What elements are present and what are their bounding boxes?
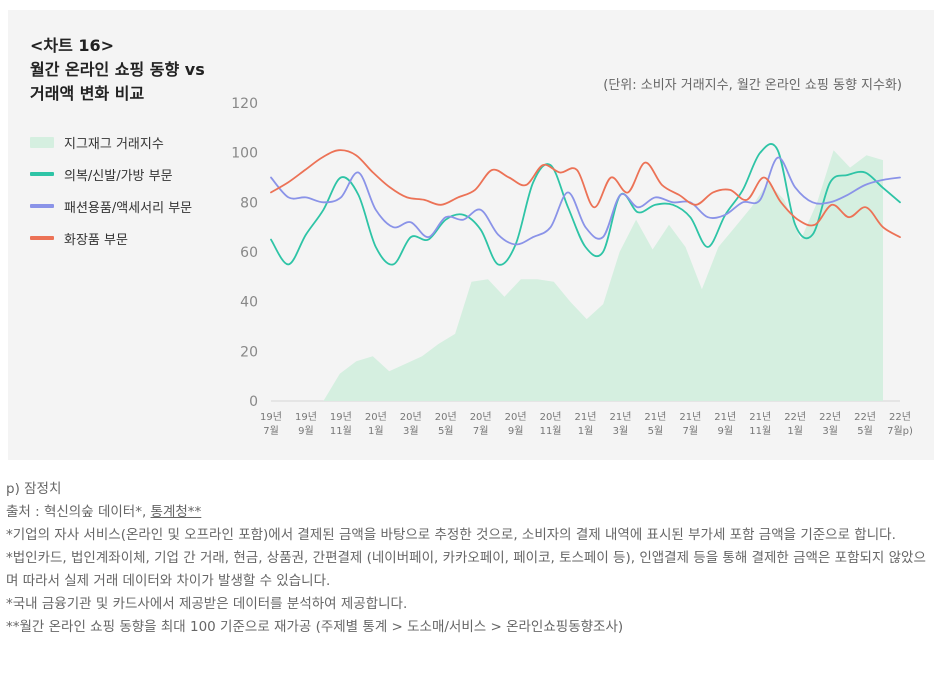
prelim-note: p) 잠정치 [6, 481, 62, 497]
x-tick-label: 22년 [889, 411, 911, 423]
x-tick-label: 7월 [683, 425, 699, 437]
title-line: <차트 16> [30, 36, 115, 55]
note-line: *법인카드, 법인계좌이체, 기업 간 거래, 현금, 상품권, 간편결제 (네… [6, 550, 926, 589]
x-tick-label: 20년 [400, 411, 422, 423]
y-tick-label: 80 [240, 195, 258, 211]
x-tick-label: 19년 [295, 411, 317, 423]
legend-label: 화장품 부문 [64, 232, 128, 248]
y-tick-label: 120 [231, 96, 258, 112]
source-link[interactable]: 통계청** [150, 504, 202, 520]
legend-label: 의복/신발/가방 부문 [64, 168, 173, 184]
x-tick-label: 3월 [403, 425, 419, 437]
x-tick-label: 20년 [540, 411, 562, 423]
x-tick-label: 9월 [298, 425, 314, 437]
footnotes: p) 잠정치 출처 : 혁신의숲 데이터*, 통계청** *기업의 자사 서비스… [6, 478, 936, 639]
note-line: *국내 금융기관 및 카드사에서 제공받은 데이터를 분석하여 제공합니다. [6, 596, 408, 612]
x-tick-label: 5월 [648, 425, 664, 437]
legend-label: 지그재그 거래지수 [64, 136, 164, 152]
line-chart: 0 20 40 60 80 100 120 19년 7월 19년 9월 19년 11월 20년 1월 20년 3… [231, 96, 913, 437]
x-tick-label: 20년 [365, 411, 387, 423]
x-tick-label: 1월 [578, 425, 594, 437]
series-line-clothing [270, 143, 901, 266]
chart-title: <차트 16> 월간 온라인 쇼핑 동향 vs 거래액 변화 비교 [30, 34, 205, 106]
x-tick-label: 21년 [644, 411, 666, 423]
x-tick-label: 9월 [717, 425, 733, 437]
legend-item-zigzag: 지그재그 거래지수 [30, 126, 192, 158]
legend-swatch-area [30, 136, 54, 148]
x-tick-label: 20년 [435, 411, 457, 423]
y-tick-label: 20 [240, 344, 258, 360]
source-line: 출처 : 혁신의숲 데이터*, 통계청** [6, 501, 936, 524]
title-line: 거래액 변화 비교 [30, 84, 145, 103]
x-tick-label: 11월 [749, 425, 771, 437]
x-tick-label: 22년 [854, 411, 876, 423]
series-line-accessories [270, 156, 901, 246]
x-tick-label: 7월p) [887, 425, 913, 437]
note-line: *기업의 자사 서비스(온라인 및 오프라인 포함)에서 결제된 금액을 바탕으… [6, 527, 896, 543]
y-tick-label: 0 [249, 394, 258, 410]
x-tick-label: 5월 [438, 425, 454, 437]
legend-item-cosmetics: 화장품 부문 [30, 222, 192, 254]
x-tick-label: 20년 [470, 411, 492, 423]
legend: 지그재그 거래지수 의복/신발/가방 부문 패션용품/액세서리 부문 화장품 부… [30, 126, 192, 254]
x-tick-label: 1월 [787, 425, 803, 437]
y-tick-label: 40 [240, 295, 258, 311]
series-line-cosmetics [270, 149, 901, 238]
legend-item-accessories: 패션용품/액세서리 부문 [30, 190, 192, 222]
x-tick-label: 21년 [609, 411, 631, 423]
source-prefix: 출처 : 혁신의숲 데이터*, [6, 504, 151, 520]
x-tick-label: 7월 [473, 425, 489, 437]
x-tick-label: 3월 [822, 425, 838, 437]
x-tick-label: 9월 [508, 425, 524, 437]
legend-item-clothing: 의복/신발/가방 부문 [30, 158, 192, 190]
legend-swatch-line [30, 236, 54, 240]
x-tick-label: 7월 [263, 425, 279, 437]
unit-note: (단위: 소비자 거래지수, 월간 온라인 쇼핑 동향 지수화) [603, 78, 902, 93]
series-area-zigzag [274, 150, 883, 401]
x-tick-label: 21년 [749, 411, 771, 423]
legend-swatch-line [30, 172, 54, 176]
x-tick-label: 19년 [330, 411, 352, 423]
x-tick-label: 1월 [368, 425, 384, 437]
y-tick-label: 60 [240, 245, 258, 261]
x-tick-label: 19년 [260, 411, 282, 423]
x-tick-label: 21년 [714, 411, 736, 423]
x-tick-label: 11월 [330, 425, 352, 437]
x-tick-label: 21년 [679, 411, 701, 423]
x-tick-label: 20년 [505, 411, 527, 423]
x-tick-label: 22년 [819, 411, 841, 423]
x-tick-label: 22년 [784, 411, 806, 423]
x-tick-label: 11월 [540, 425, 562, 437]
legend-swatch-line [30, 204, 54, 208]
legend-label: 패션용품/액세서리 부문 [64, 200, 193, 216]
x-tick-label: 21년 [575, 411, 597, 423]
title-line: 월간 온라인 쇼핑 동향 vs [30, 60, 205, 79]
x-tick-label: 3월 [613, 425, 629, 437]
note-line: **월간 온라인 쇼핑 동향을 최대 100 기준으로 재가공 (주제별 통계 … [6, 619, 624, 635]
y-tick-label: 100 [231, 146, 258, 162]
x-tick-label: 5월 [857, 425, 873, 437]
